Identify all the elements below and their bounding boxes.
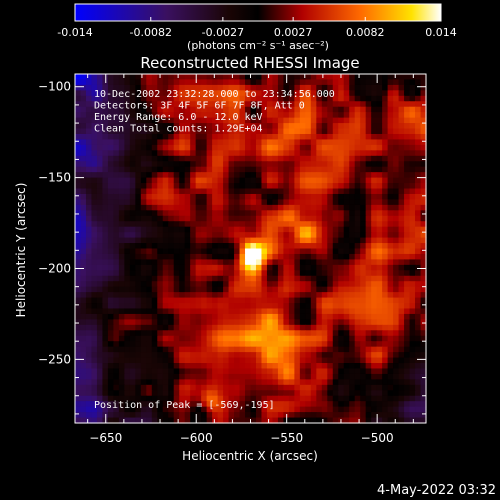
y-tick-label: −250 [38,352,71,366]
colorbar-tick-label: 0.0027 [274,26,313,39]
colorbar-ticks [74,17,442,21]
y-tick-label: −150 [38,171,71,185]
timestamp: 4-May-2022 03:32 [377,483,496,498]
info-line: Detectors: 3F 4F 5F 6F 7F 8F, Att 0 [94,101,305,112]
y-tick-label: −100 [38,80,71,94]
chart-title: Reconstructed RHESSI Image [140,54,359,72]
colorbar-tick-label: 0.0082 [346,26,385,39]
colorbar-tick-label: -0.014 [57,26,92,39]
info-line: Clean Total counts: 1.29E+04 [94,124,263,135]
y-tick-label: −200 [38,261,71,275]
colorbar-tick-label: -0.0027 [202,26,244,39]
colorbar-tick-label: -0.0082 [130,26,172,39]
axes: −650 −600 −550 −500 −100 −150 −200 −250 [38,74,426,445]
y-axis-label: Heliocentric Y (arcsec) [14,183,28,318]
x-tick-label: −550 [270,431,303,445]
colorbar-units-label: (photons cm⁻² s⁻¹ asec⁻²) [187,39,329,52]
info-line: 10-Dec-2002 23:32:28.000 to 23:34:56.000 [94,89,335,100]
heatmap-image [75,74,427,424]
info-text-block: 10-Dec-2002 23:32:28.000 to 23:34:56.000… [94,89,335,135]
x-tick-label: −500 [361,431,394,445]
x-tick-label: −600 [180,431,213,445]
colorbar [74,3,442,22]
info-line: Energy Range: 6.0 - 12.0 keV [94,112,263,123]
x-tick-label: −650 [89,431,122,445]
colorbar-tick-labels: -0.014 -0.0082 -0.0027 0.0027 0.0082 0.014 [57,26,456,39]
peak-position-label: Position of Peak = [-569,-195] [94,400,275,411]
colorbar-tick-label: 0.014 [425,26,457,39]
x-axis-label: Heliocentric X (arcsec) [182,449,318,463]
